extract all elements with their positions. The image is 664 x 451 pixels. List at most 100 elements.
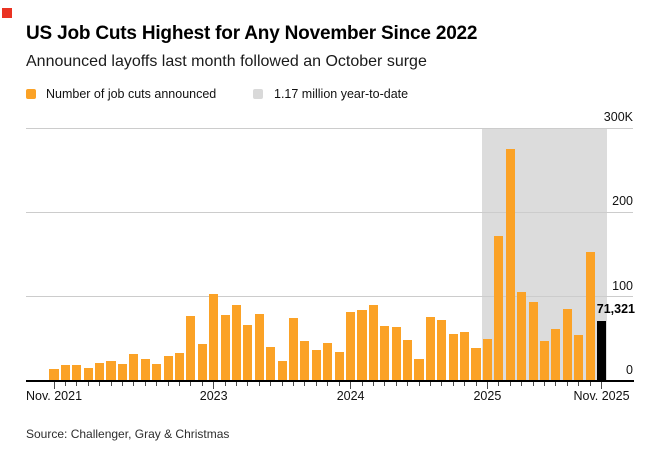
bar-feb-2023 [220, 315, 230, 381]
x-tick-dec-2021 [64, 382, 66, 386]
bar-aug-2023 [288, 317, 299, 381]
x-axis-label-nov-2021: Nov. 2021 [25, 389, 83, 403]
x-axis-label-nov-2025: Nov. 2025 [573, 389, 630, 403]
x-tick-may-2023 [258, 382, 260, 386]
y-axis-label-200: 200 [612, 194, 633, 209]
x-tick-aug-2024 [429, 382, 431, 386]
x-tick-aug-2023 [293, 382, 294, 386]
bar-dec-2023 [334, 351, 344, 381]
x-tick-apr-2023 [247, 382, 249, 386]
gridline-100 [26, 296, 633, 298]
x-tick-feb-2024 [361, 382, 363, 386]
bar-mar-2025 [505, 148, 515, 381]
bar-may-2024 [391, 327, 401, 381]
y-axis-label-300K: 300K [603, 110, 633, 124]
x-tick-jan-2024 [350, 382, 352, 389]
bar-apr-2025 [517, 292, 527, 381]
bar-mar-2023 [231, 305, 242, 381]
x-tick-apr-2024 [384, 382, 386, 386]
bar-oct-2022 [174, 352, 185, 381]
bar-mar-2022 [95, 363, 105, 381]
legend-label-ytd: 1.17 million year-to-date [274, 87, 409, 101]
x-tick-feb-2022 [87, 382, 89, 386]
x-tick-oct-2022 [179, 382, 180, 386]
x-tick-jun-2025 [544, 382, 545, 386]
bar-may-2023 [254, 313, 264, 381]
bar-oct-2023 [311, 349, 321, 381]
bar-feb-2025 [494, 235, 504, 381]
x-tick-jul-2022 [144, 382, 146, 386]
x-tick-jul-2023 [281, 382, 283, 386]
x-tick-nov-2023 [327, 382, 329, 386]
gridline-200 [26, 211, 633, 213]
x-tick-nov-2021 [53, 382, 55, 389]
x-tick-apr-2022 [110, 382, 112, 386]
bar-nov-2022 [186, 316, 196, 381]
legend-swatch-job-cuts [26, 89, 36, 99]
bar-sep-2025 [574, 335, 584, 381]
x-tick-jan-2022 [76, 382, 78, 386]
y-axis-label-0: 0 [626, 363, 633, 377]
bar-feb-2022 [83, 368, 93, 381]
x-tick-dec-2023 [338, 382, 340, 386]
x-tick-jul-2024 [418, 382, 420, 386]
x-tick-jun-2024 [407, 382, 409, 386]
x-tick-sep-2024 [441, 382, 443, 386]
bar-sep-2024 [437, 319, 447, 381]
x-tick-dec-2022 [201, 382, 203, 386]
x-tick-may-2024 [395, 382, 397, 386]
x-axis-label-2023: 2023 [199, 389, 228, 403]
bar-aug-2024 [425, 317, 435, 381]
x-tick-feb-2023 [224, 382, 226, 386]
x-tick-oct-2024 [452, 382, 454, 386]
bar-jun-2025 [539, 340, 550, 381]
x-tick-jul-2025 [555, 382, 557, 386]
highlight-value-label: 71,321 [596, 302, 635, 317]
bar-jun-2022 [129, 353, 139, 381]
x-tick-sep-2023 [304, 382, 306, 386]
x-tick-jan-2023 [213, 382, 215, 389]
bar-jul-2022 [140, 359, 150, 381]
x-tick-nov-2025 [601, 382, 602, 389]
x-tick-jun-2022 [133, 382, 135, 386]
x-tick-may-2022 [121, 382, 123, 386]
bar-dec-2024 [471, 348, 481, 381]
x-axis-label-2025: 2025 [473, 389, 502, 403]
x-tick-sep-2025 [578, 382, 580, 386]
x-tick-aug-2025 [566, 382, 568, 386]
x-tick-mar-2022 [99, 382, 101, 386]
bar-may-2025 [528, 301, 538, 381]
chart-title: US Job Cuts Highest for Any November Sin… [26, 23, 478, 44]
bar-mar-2024 [368, 304, 378, 381]
x-tick-apr-2025 [521, 382, 523, 386]
bar-jan-2025 [482, 339, 492, 381]
bar-dec-2021 [60, 364, 70, 381]
x-tick-aug-2022 [156, 382, 158, 386]
bar-sep-2023 [300, 341, 310, 381]
x-tick-feb-2025 [498, 382, 500, 386]
bar-jul-2025 [551, 328, 561, 381]
bar-jan-2023 [209, 294, 219, 381]
x-axis-label-2024: 2024 [336, 389, 365, 403]
bar-aug-2025 [562, 308, 572, 381]
x-tick-oct-2023 [315, 382, 317, 386]
x-tick-mar-2024 [372, 382, 374, 386]
x-tick-sep-2022 [167, 382, 169, 386]
bar-aug-2022 [152, 363, 162, 381]
x-tick-may-2025 [532, 382, 534, 386]
bar-jul-2023 [277, 361, 287, 381]
x-tick-jan-2025 [486, 382, 488, 389]
gridline-300K [26, 127, 633, 129]
bar-apr-2023 [243, 324, 253, 381]
bar-oct-2025 [585, 251, 595, 381]
bar-feb-2024 [357, 309, 367, 381]
legend-swatch-ytd [253, 89, 263, 99]
x-tick-jun-2023 [270, 382, 272, 386]
red-corner-mark [2, 8, 12, 18]
bar-nov-2025 [596, 320, 607, 381]
legend-label-job-cuts: Number of job cuts announced [46, 87, 217, 101]
bar-nov-2023 [323, 342, 333, 381]
bar-oct-2024 [448, 334, 458, 381]
